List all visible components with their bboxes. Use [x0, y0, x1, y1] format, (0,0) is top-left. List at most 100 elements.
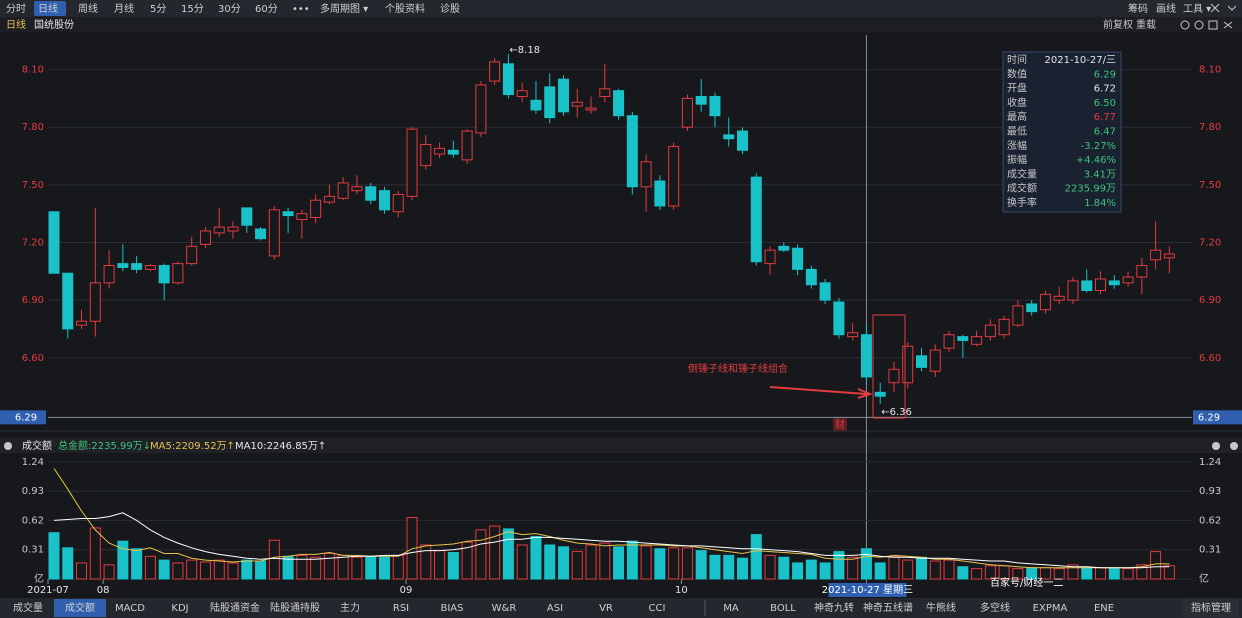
candle-body [613, 90, 625, 117]
price-tag: 6.29 [15, 412, 37, 423]
toolbar-tab[interactable]: 30分 [218, 3, 241, 15]
candle-body [778, 245, 790, 251]
volume-bar [681, 547, 693, 580]
indicator-tab[interactable]: BIAS [441, 603, 464, 614]
candle-body [296, 213, 308, 220]
toolbar-tab[interactable]: 周线 [78, 2, 98, 15]
candle-body [365, 186, 377, 201]
volume-bar [585, 544, 597, 580]
y-tick-label: 6.60 [22, 353, 44, 364]
candle-body [475, 84, 487, 134]
candle-body [695, 95, 707, 105]
volume-bar [544, 544, 556, 580]
collapse-icon[interactable] [4, 442, 12, 450]
volume-bar [62, 547, 74, 580]
candle-body [1026, 303, 1038, 313]
indicator-tab[interactable]: CCI [649, 603, 666, 614]
candle-body [833, 301, 845, 336]
indicator-tab[interactable]: VR [599, 603, 613, 614]
icon[interactable] [1210, 3, 1220, 13]
option[interactable]: 重载 [1136, 18, 1156, 31]
volume-legend: 总金额:2235.99万↓ [58, 439, 151, 452]
icon[interactable] [1194, 20, 1204, 30]
indicator-tab[interactable]: 主力 [340, 601, 360, 614]
indicator-tab[interactable]: 神奇九转 [814, 601, 854, 614]
volume-bar [778, 556, 790, 580]
toolbar-tab[interactable]: 月线 [114, 2, 134, 15]
y-tick-label: 6.60 [1199, 353, 1221, 364]
info-value: -3.27% [1081, 141, 1116, 152]
indicator-tab[interactable]: W&R [492, 603, 517, 614]
info-label: 成交量 [1007, 167, 1037, 180]
volume-legend: MA5:2209.52万↑ [150, 441, 235, 452]
volume-bar [984, 565, 996, 580]
toolbar-tool[interactable]: 工具 ▾ [1183, 3, 1211, 15]
candle-body [213, 226, 225, 234]
indicator-tab[interactable]: 多空线 [980, 601, 1010, 614]
indicator-tab[interactable]: 神奇五线谱 [863, 601, 913, 614]
toolbar-tab[interactable]: 15分 [181, 3, 204, 15]
indicator-tab[interactable]: MA [723, 603, 739, 614]
candle-body [902, 345, 914, 384]
volume-bar [654, 548, 666, 580]
icon[interactable] [1180, 20, 1190, 30]
candle-body [874, 391, 886, 397]
candle-body [131, 263, 143, 270]
indicator-tab[interactable]: 牛熊线 [926, 601, 956, 614]
indicator-tab[interactable]: MACD [115, 603, 145, 614]
y-tick-label: 亿 [1199, 572, 1209, 585]
toolbar-tab[interactable]: 60分 [255, 3, 278, 15]
indicator-manage[interactable]: 指标管理 [1191, 601, 1231, 614]
indicator-tab[interactable]: 成交量 [13, 601, 43, 614]
toolbar-tool[interactable]: 筹码 [1128, 2, 1148, 15]
toolbar-tab[interactable]: 多周期图 ▾ [320, 2, 368, 15]
candle-body [998, 318, 1010, 336]
volume-bar [626, 540, 638, 580]
indicator-tab[interactable]: EXPMA [1033, 603, 1068, 614]
volume-bar [874, 562, 886, 580]
indicator-tab[interactable]: ASI [547, 603, 563, 614]
toolbar-tab[interactable]: 诊股 [440, 2, 460, 15]
icon[interactable] [1227, 5, 1237, 11]
icon[interactable] [1223, 21, 1233, 29]
candle-body [241, 207, 253, 226]
candle-body [654, 180, 666, 207]
candle-body [544, 86, 556, 119]
indicator-tab[interactable]: 陆股通持股 [270, 601, 320, 614]
info-value: 1.84% [1084, 198, 1116, 209]
volume-bar [640, 545, 652, 580]
settings-icon[interactable] [1230, 442, 1238, 450]
indicator-tab[interactable]: 陆股通资金 [210, 601, 260, 614]
indicator-tab[interactable]: ENE [1094, 603, 1114, 614]
volume-bar [833, 551, 845, 580]
volume-bar [695, 550, 707, 580]
toolbar-tab[interactable]: 分时 [6, 3, 26, 15]
active-tab-bg [34, 1, 66, 16]
icon[interactable] [1208, 20, 1218, 30]
candle-body [48, 211, 60, 274]
info-value: 2021-10-27/三 [1045, 55, 1116, 66]
indicator-tab[interactable]: KDJ [171, 603, 188, 614]
indicator-tab[interactable]: 成交额 [65, 601, 95, 614]
toolbar-tab[interactable]: 5分 [150, 3, 166, 15]
indicator-tab[interactable]: RSI [393, 603, 409, 614]
bottom-tab-bar [0, 598, 1242, 618]
y-tick-label: 0.62 [1199, 515, 1221, 526]
info-value: 6.29 [1094, 69, 1116, 80]
info-value: 6.50 [1094, 98, 1116, 109]
option[interactable]: 前复权 [1103, 18, 1133, 31]
ma-line [53, 512, 1170, 569]
info-label: 时间 [1007, 53, 1027, 66]
candle-body [117, 263, 129, 268]
volume-bar [227, 562, 239, 580]
close-icon[interactable] [1212, 442, 1220, 450]
toolbar-tab[interactable]: 个股资料 [385, 2, 425, 15]
toolbar-tab[interactable]: ••• [292, 4, 310, 15]
manage-bg [1183, 599, 1239, 617]
toolbar-tool[interactable]: 画线 [1156, 2, 1176, 15]
toolbar-tab[interactable]: 日线 [38, 2, 58, 15]
y-tick-label: 6.90 [22, 295, 44, 306]
indicator-tab[interactable]: BOLL [770, 603, 796, 614]
candle-body [1150, 249, 1162, 261]
